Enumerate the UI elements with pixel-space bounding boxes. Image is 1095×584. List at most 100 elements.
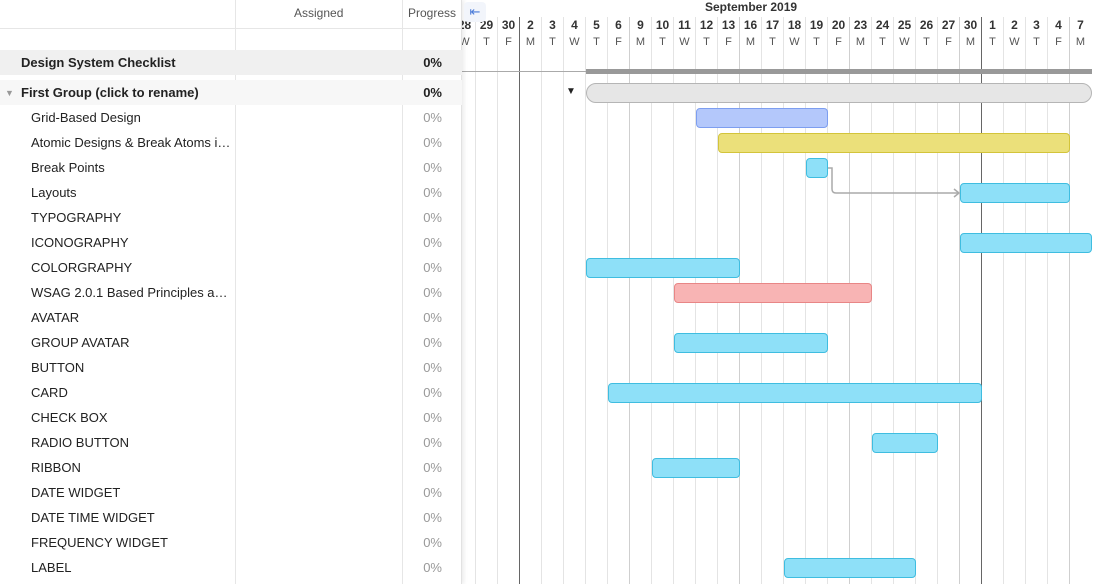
day-number: 17 <box>765 18 780 32</box>
task-name[interactable]: BUTTON <box>31 360 85 375</box>
task-bar[interactable] <box>872 433 938 453</box>
arrow-left-to-line-icon[interactable]: ⇤ <box>464 2 486 22</box>
task-name[interactable]: FREQUENCY WIDGET <box>31 535 168 550</box>
task-progress: 0% <box>423 360 442 375</box>
task-bar[interactable] <box>696 108 828 128</box>
task-name[interactable]: Grid-Based Design <box>31 110 141 125</box>
weekday: W <box>569 36 580 48</box>
summary-baseline <box>462 71 586 72</box>
task-progress: 0% <box>423 560 442 575</box>
day-number: 18 <box>787 18 802 32</box>
weekday: T <box>813 36 820 48</box>
task-row[interactable]: ICONOGRAPHY 0% <box>0 230 462 255</box>
task-row[interactable]: Layouts 0% <box>0 180 462 205</box>
task-name[interactable]: CARD <box>31 385 68 400</box>
task-name[interactable]: RIBBON <box>31 460 81 475</box>
task-row[interactable]: FREQUENCY WIDGET 0% <box>0 530 462 555</box>
day-number: 7 <box>1077 18 1084 32</box>
day-number: 3 <box>549 18 556 32</box>
task-name[interactable]: Layouts <box>31 185 77 200</box>
task-row[interactable]: Atomic Designs & Break Atoms in... 0% <box>0 130 462 155</box>
task-name[interactable]: WSAG 2.0.1 Based Principles and ... <box>31 285 231 300</box>
day-number: 28 <box>462 18 472 32</box>
task-row[interactable]: CHECK BOX 0% <box>0 405 462 430</box>
task-row[interactable]: Break Points 0% <box>0 155 462 180</box>
progress-column-header[interactable]: Progress <box>408 6 457 20</box>
project-title-row[interactable]: Design System Checklist 0% <box>0 50 462 75</box>
project-progress: 0% <box>423 55 442 70</box>
weekday: F <box>505 36 512 48</box>
task-row[interactable]: BUTTON 0% <box>0 355 462 380</box>
day-number: 16 <box>743 18 758 32</box>
task-bar[interactable] <box>784 558 916 578</box>
month-label: September 2019 <box>705 0 798 14</box>
task-row[interactable]: CARD 0% <box>0 380 462 405</box>
task-progress: 0% <box>423 110 442 125</box>
weekday: F <box>835 36 842 48</box>
task-bar[interactable] <box>960 233 1092 253</box>
weekday: F <box>615 36 622 48</box>
weekday: F <box>945 36 952 48</box>
task-row[interactable]: TYPOGRAPHY 0% <box>0 205 462 230</box>
day-number: 20 <box>831 18 846 32</box>
task-name[interactable]: COLORGRAPHY <box>31 260 133 275</box>
task-row[interactable]: COLORGRAPHY 0% <box>0 255 462 280</box>
task-name[interactable]: CHECK BOX <box>31 410 108 425</box>
day-column: 25 W <box>893 17 915 584</box>
task-name[interactable]: DATE TIME WIDGET <box>31 510 155 525</box>
day-number: 27 <box>941 18 956 32</box>
column-divider <box>402 0 403 584</box>
task-row[interactable]: RADIO BUTTON 0% <box>0 430 462 455</box>
day-number: 3 <box>1033 18 1040 32</box>
group-name[interactable]: First Group (click to rename) <box>21 85 199 100</box>
header-divider <box>0 28 461 29</box>
task-bar[interactable] <box>960 183 1070 203</box>
task-row[interactable]: DATE TIME WIDGET 0% <box>0 505 462 530</box>
assigned-column-header[interactable]: Assigned <box>294 6 344 20</box>
triangle-down-icon[interactable]: ▼ <box>5 87 14 98</box>
task-row[interactable]: RIBBON 0% <box>0 455 462 480</box>
day-column: 29 T <box>475 17 497 584</box>
day-column: 30 F <box>497 17 519 584</box>
task-name[interactable]: GROUP AVATAR <box>31 335 130 350</box>
day-number: 10 <box>655 18 670 32</box>
weekday: T <box>703 36 710 48</box>
task-bar[interactable] <box>586 258 740 278</box>
task-row[interactable]: AVATAR 0% <box>0 305 462 330</box>
group-bar[interactable] <box>586 83 1092 103</box>
task-name[interactable]: TYPOGRAPHY <box>31 210 122 225</box>
task-name[interactable]: Atomic Designs & Break Atoms in... <box>31 135 231 150</box>
task-row[interactable]: GROUP AVATAR 0% <box>0 330 462 355</box>
task-bar[interactable] <box>652 458 740 478</box>
task-row[interactable]: DATE WIDGET 0% <box>0 480 462 505</box>
task-name[interactable]: ICONOGRAPHY <box>31 235 129 250</box>
task-bar[interactable] <box>674 283 872 303</box>
group-row[interactable]: ▼ First Group (click to rename) 0% <box>0 80 462 105</box>
task-row[interactable]: Grid-Based Design 0% <box>0 105 462 130</box>
task-row[interactable]: WSAG 2.0.1 Based Principles and ... 0% <box>0 280 462 305</box>
task-bar[interactable] <box>718 133 1070 153</box>
task-progress: 0% <box>423 485 442 500</box>
task-bar[interactable] <box>806 158 828 178</box>
task-progress: 0% <box>423 410 442 425</box>
task-name[interactable]: Break Points <box>31 160 105 175</box>
day-number: 30 <box>963 18 978 32</box>
project-summary-bar[interactable] <box>586 69 1092 74</box>
task-name[interactable]: AVATAR <box>31 310 80 325</box>
weekday: F <box>1055 36 1062 48</box>
task-progress: 0% <box>423 535 442 550</box>
task-name[interactable]: DATE WIDGET <box>31 485 121 500</box>
weekday: F <box>725 36 732 48</box>
task-name[interactable]: RADIO BUTTON <box>31 435 129 450</box>
day-number: 6 <box>615 18 622 32</box>
task-bar[interactable] <box>608 383 982 403</box>
task-bar[interactable] <box>674 333 828 353</box>
triangle-down-icon[interactable]: ▼ <box>566 86 576 97</box>
task-name[interactable]: LABEL <box>31 560 72 575</box>
task-row[interactable]: LABEL 0% <box>0 555 462 580</box>
weekday: T <box>923 36 930 48</box>
